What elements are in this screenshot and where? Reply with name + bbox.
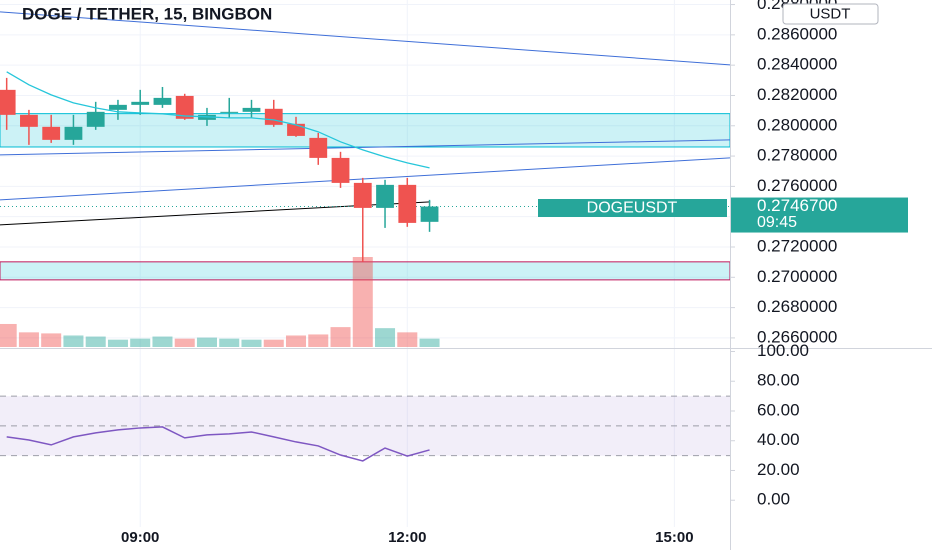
candle-body — [220, 111, 239, 113]
x-tick-label: 15:00 — [655, 529, 693, 546]
candle-body — [42, 126, 61, 140]
rsi-tick-label: 40.00 — [757, 430, 800, 449]
candle-body — [264, 108, 283, 125]
rsi-pane — [0, 395, 730, 462]
volume-bar — [152, 336, 173, 347]
rsi-tick-label: 20.00 — [757, 460, 800, 479]
candle-body — [420, 206, 439, 222]
candle-body — [109, 104, 127, 110]
candle-body — [86, 111, 105, 127]
candle-body — [376, 184, 394, 208]
y-tick-label: 0.2780000 — [757, 146, 837, 165]
candle-body — [153, 97, 172, 105]
symbol-tag — [538, 199, 727, 217]
symbol-label: DOGEUSDT — [587, 200, 678, 217]
volume-bar — [241, 339, 262, 347]
trendline — [0, 139, 730, 156]
volume-bar — [263, 339, 284, 347]
volume-bar — [285, 335, 307, 347]
candle-body — [131, 101, 150, 105]
axes: 0.2660000 0.2680000 0.2700000 0.2720000 0.27… — [121, 0, 837, 546]
trendline — [0, 11, 730, 66]
currency-button[interactable] — [782, 3, 879, 25]
y-tick-label: 0.2860000 — [757, 24, 837, 43]
volume-bar — [41, 333, 62, 347]
rsi-line — [6, 426, 430, 462]
y-tick-label: 0.2660000 — [757, 327, 837, 346]
volume-bar — [174, 338, 195, 347]
y-tick-label: 0.2700000 — [757, 267, 837, 286]
candle-body — [331, 157, 350, 183]
candle-body — [64, 126, 83, 140]
price-pane — [0, 11, 730, 347]
volume-bar — [63, 335, 84, 347]
y-tick-label: 0.2720000 — [757, 236, 837, 255]
moving-average — [6, 71, 430, 169]
y-tick-label: 0.2820000 — [757, 85, 837, 104]
volume-bar — [130, 338, 151, 347]
candle-body — [0, 89, 16, 115]
volume-bar — [196, 337, 217, 347]
volume-bar — [397, 332, 418, 347]
volume-bar — [330, 327, 351, 347]
volume-bar — [18, 332, 39, 347]
volume-bar — [419, 338, 440, 347]
trendline — [0, 157, 730, 201]
price-tag — [731, 197, 908, 233]
candle-body — [175, 95, 194, 119]
rsi-tick-label: 80.00 — [757, 371, 800, 390]
x-tick-label: 09:00 — [121, 529, 159, 546]
candle-body — [242, 107, 261, 112]
candle-body — [20, 114, 38, 127]
volume-bar — [85, 336, 106, 347]
candle-body — [309, 137, 328, 158]
y-tick-label: 0.2680000 — [757, 297, 837, 316]
volume-bar — [308, 334, 329, 347]
volume-bar — [107, 339, 128, 347]
candle-body — [353, 182, 372, 208]
grid — [0, 0, 730, 527]
price-tag-label: 0.2746700 — [757, 196, 837, 215]
y-tick-label: 0.2800000 — [757, 115, 837, 134]
currency-label[interactable]: USDT — [810, 5, 851, 22]
chart-title: DOGE / TETHER, 15, BINGBON — [22, 4, 272, 23]
candle-body — [287, 123, 305, 136]
volume-bar — [219, 338, 240, 347]
rsi-tick-label: 100.00 — [757, 341, 809, 360]
y-tick-label: 0.2760000 — [757, 176, 837, 195]
volume-bar — [375, 328, 396, 347]
rsi-tick-label: 0.00 — [757, 490, 790, 509]
volume-bar — [352, 257, 373, 347]
zone — [0, 261, 730, 281]
countdown-label: 09:45 — [757, 214, 797, 231]
rsi-tick-label: 60.00 — [757, 400, 800, 419]
candle-body — [398, 184, 417, 223]
volume-bar — [0, 323, 17, 347]
x-tick-label: 12:00 — [388, 529, 426, 546]
y-tick-label: 0.2840000 — [757, 55, 837, 74]
